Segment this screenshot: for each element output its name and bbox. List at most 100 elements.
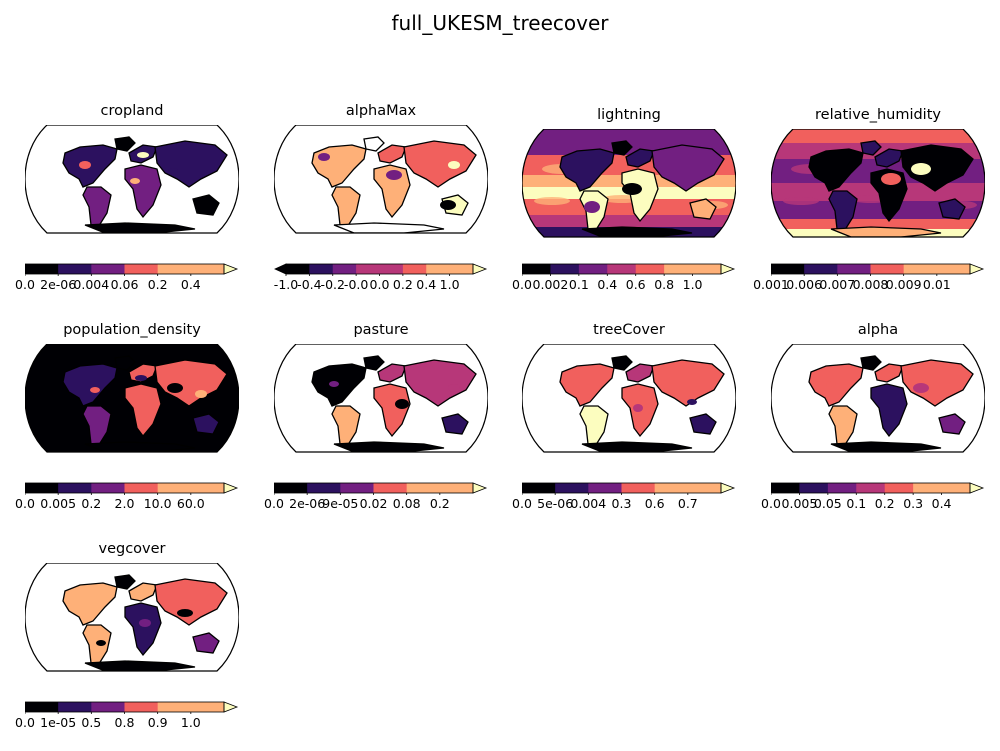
- field-patch: [783, 197, 819, 205]
- colorbar-bin: [91, 483, 125, 493]
- colorbar-bin: [25, 702, 59, 712]
- colorbar-bin: [58, 483, 92, 493]
- land-na: [559, 148, 615, 192]
- colorbar-bin: [157, 702, 192, 712]
- map-panel-vegcover: vegcover 0.0 1e-05 0.5 0.8 0.9 1.0: [15, 541, 239, 751]
- colorbar: [522, 482, 736, 495]
- colorbar-bin: [274, 483, 308, 493]
- colorbar-tick-label: 0.9: [147, 715, 168, 730]
- colorbar-bin: [771, 264, 805, 274]
- land-aus: [938, 198, 966, 220]
- colorbar-bin: [692, 264, 722, 274]
- land-eur: [377, 363, 407, 383]
- map-panel-alpha: alpha 0.0 0.005 0.05 0.1 0.2 0.3 0.4: [761, 322, 985, 532]
- colorbar-bin: [91, 264, 125, 274]
- colorbar-bin: [439, 483, 474, 493]
- colorbar-tick-label: 0.4: [931, 496, 952, 511]
- colorbar-tick-label: 1.0: [439, 277, 460, 292]
- map-panel-treecover: treeCover 0.0 5e-06 0.004 0.3 0.6 0.7: [512, 322, 736, 532]
- land-ant: [333, 222, 445, 233]
- world-map: [274, 125, 488, 234]
- value-patch: [448, 384, 460, 392]
- colorbar-tick-label: 1.0: [180, 715, 201, 730]
- land-eur: [874, 148, 904, 168]
- colorbar-bin: [884, 483, 914, 493]
- panel-title: lightning: [597, 107, 661, 123]
- value-patch: [139, 619, 151, 627]
- land-asia: [403, 359, 477, 407]
- colorbar-tick-label: -1.0: [273, 277, 299, 292]
- colorbar-tick-label: 10.0: [143, 496, 172, 511]
- colorbar-bin: [58, 702, 92, 712]
- colorbar-extend-max: [223, 482, 239, 494]
- land-green: [114, 355, 136, 371]
- colorbar-tick-label: -0.2: [320, 277, 345, 292]
- field-band: [522, 215, 736, 227]
- colorbar-tick-label: 0.001: [753, 277, 789, 292]
- land-na: [808, 148, 864, 192]
- colorbar-bin: [607, 264, 637, 274]
- colorbar-bin: [555, 483, 589, 493]
- map-panel-lightning: lightning 0.0 0.002 0.1 0.4 0.6 0.8 1.0: [512, 103, 736, 313]
- map-boundary: [25, 344, 239, 453]
- land-na: [808, 363, 864, 407]
- map-boundary: [522, 129, 736, 238]
- value-patch: [168, 168, 178, 174]
- land-green: [611, 355, 633, 371]
- colorbar-tick-label: 2e-06: [40, 277, 77, 292]
- colorbar-tick-label: 0.2: [429, 496, 450, 511]
- colorbar-frame: [522, 263, 722, 275]
- field-band: [522, 199, 736, 215]
- colorbar-tick-label: 0.4: [597, 277, 618, 292]
- colorbar-tick-label: 0.0: [15, 277, 35, 292]
- field-band: [771, 219, 985, 229]
- colorbar-bin: [124, 702, 159, 712]
- map-panel-population-density: population_density 0.0 0.005 0.2 2.0 10.0 60.0: [15, 322, 239, 532]
- colorbar-tick-label: 0.8: [114, 715, 135, 730]
- colorbar-bin: [309, 264, 334, 274]
- colorbar-tick-label: 0.8: [654, 277, 675, 292]
- field-patch: [534, 197, 570, 205]
- land-asia: [651, 144, 725, 192]
- value-patch: [177, 609, 193, 617]
- colorbar-tick-label: 1.0: [682, 277, 703, 292]
- colorbar-tick-label: 0.6: [625, 277, 646, 292]
- value-patch: [586, 410, 598, 418]
- colorbar-tick-label: 0.05: [813, 496, 842, 511]
- colorbar-tick-label: 0.0: [369, 277, 390, 292]
- colorbar-bin: [664, 264, 694, 274]
- colorbar-bin: [654, 483, 689, 493]
- colorbar-bin: [190, 264, 225, 274]
- world-map: [522, 344, 736, 453]
- land-afr: [124, 383, 162, 438]
- land-ant: [84, 660, 196, 671]
- value-patch: [826, 381, 836, 387]
- colorbar-bin: [356, 264, 380, 274]
- land-afr: [373, 164, 411, 219]
- land-afr: [124, 602, 162, 657]
- panel-title: pasture: [353, 322, 409, 338]
- field-band: [771, 129, 985, 143]
- colorbar-bin: [522, 264, 551, 274]
- land-asia: [900, 144, 974, 192]
- value-patch: [167, 383, 183, 393]
- colorbar-bin: [25, 483, 59, 493]
- land-aus: [689, 198, 717, 220]
- land-na: [62, 582, 118, 626]
- land-eur: [625, 363, 655, 383]
- world-map: [522, 129, 736, 238]
- value-patch: [130, 178, 140, 184]
- colorbar-tick-label: 2.0: [114, 496, 135, 511]
- value-patch: [911, 163, 931, 175]
- colorbar-bin: [58, 264, 92, 274]
- colorbar-tick-label: -0.0: [343, 277, 369, 292]
- value-patch: [195, 390, 207, 398]
- colorbar-bin: [799, 483, 829, 493]
- colorbar-tick-label: 0.006: [786, 277, 823, 292]
- value-patch: [386, 170, 402, 180]
- field-band: [771, 201, 985, 219]
- colorbar-bin: [687, 483, 722, 493]
- figure-title: full_UKESM_treecover: [391, 11, 609, 35]
- colorbar-bin: [771, 483, 800, 493]
- land-asia: [154, 140, 228, 188]
